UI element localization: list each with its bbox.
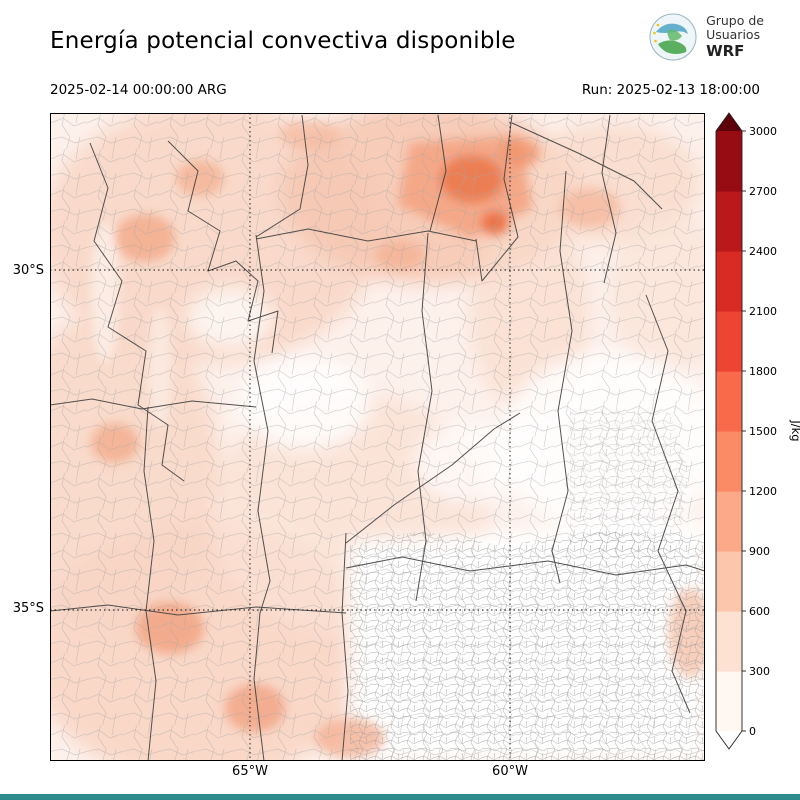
department-borders xyxy=(50,113,705,761)
map-area xyxy=(50,113,705,761)
logo-line-2: Usuarios xyxy=(706,27,761,43)
valid-datetime: 2025-02-14 00:00:00 ARG xyxy=(50,82,227,98)
colorbar-segment xyxy=(716,551,742,612)
colorbar-tick-label: 300 xyxy=(749,665,770,678)
gridlines xyxy=(50,113,705,761)
wrf-logo: Grupo de Usuarios WRF xyxy=(648,12,764,62)
logo-text: Grupo de Usuarios WRF xyxy=(706,13,764,60)
colorbar-tick-label: 1500 xyxy=(749,425,777,438)
colorbar-tick-label: 1800 xyxy=(749,365,777,378)
colorbar-segment xyxy=(716,311,742,372)
logo-line-3: WRF xyxy=(706,41,745,60)
lon-label-65w: 65°W xyxy=(232,764,268,779)
colorbar-segment xyxy=(716,611,742,672)
logo-line-1: Grupo de xyxy=(706,13,764,28)
colorbar-tick-label: 3000 xyxy=(749,125,777,138)
cape-map xyxy=(50,113,705,761)
map-frame xyxy=(50,113,705,761)
colorbar-tick-label: 0 xyxy=(749,725,756,738)
colorbar: 0 300 600 900 1200 1500 1800 2100 2400 2700 3000 J/… xyxy=(715,112,800,750)
colorbar-below-arrow xyxy=(716,731,742,749)
colorbar-segment xyxy=(716,191,742,252)
colorbar-segment xyxy=(716,431,742,492)
colorbar-segment xyxy=(716,671,742,732)
province-borders xyxy=(50,114,705,761)
colorbar-tick-label: 600 xyxy=(749,605,770,618)
lon-label-60w: 60°W xyxy=(492,764,528,779)
colorbar-segment xyxy=(716,371,742,432)
run-datetime: Run: 2025-02-13 18:00:00 xyxy=(581,82,760,98)
colorbar-tick-label: 900 xyxy=(749,545,770,558)
colorbar-tick-label: 2400 xyxy=(749,245,777,258)
lat-label-30s: 30°S xyxy=(12,263,44,278)
page-title: Energía potencial convectiva disponible xyxy=(50,28,516,54)
footer-bar xyxy=(0,794,800,800)
colorbar-tick-label: 2100 xyxy=(749,305,777,318)
colorbar-tick-label: 2700 xyxy=(749,185,777,198)
colorbar-segment xyxy=(716,491,742,552)
colorbar-above-arrow xyxy=(716,113,742,131)
lat-label-35s: 35°S xyxy=(12,601,44,616)
globe-icon xyxy=(649,13,697,61)
colorbar-segment xyxy=(716,131,742,192)
colorbar-tick-label: 1200 xyxy=(749,485,777,498)
colorbar-unit-label: J/kg xyxy=(789,419,800,441)
colorbar-segment xyxy=(716,251,742,312)
